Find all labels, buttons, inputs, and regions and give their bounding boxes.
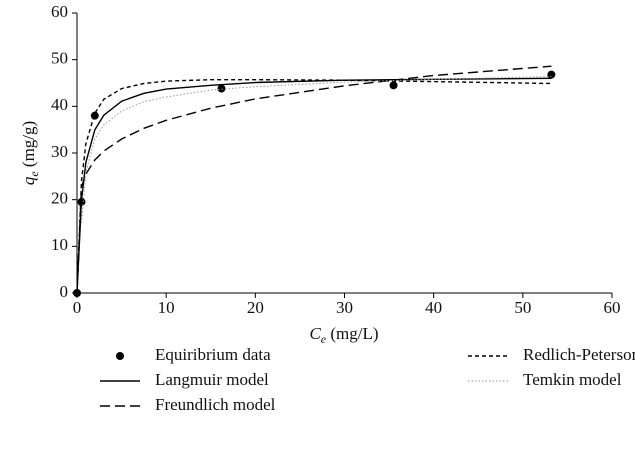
- data-point: [217, 84, 226, 93]
- curve: [81, 76, 552, 224]
- x-tick-label: 0: [73, 298, 82, 317]
- x-tick-label: 30: [336, 298, 353, 317]
- x-tick-label: 60: [604, 298, 621, 317]
- y-tick-label: 30: [51, 142, 68, 161]
- y-tick-label: 50: [51, 49, 68, 68]
- legend-label: Temkin model: [523, 370, 622, 389]
- y-label-symbol: q: [19, 176, 38, 185]
- x-label-symbol: C: [309, 324, 321, 343]
- x-tick-label: 20: [247, 298, 264, 317]
- legend-label: Langmuir model: [155, 370, 269, 389]
- legend-label: Redlich-Peterson model: [523, 345, 635, 364]
- legend-label: Freundlich model: [155, 395, 276, 414]
- data-point: [389, 81, 398, 90]
- y-tick-label: 10: [51, 235, 68, 254]
- y-tick-label: 60: [51, 2, 68, 21]
- x-axis-label: Ce (mg/L): [309, 324, 378, 346]
- y-tick-label: 40: [51, 95, 68, 114]
- x-tick-label: 40: [425, 298, 442, 317]
- y-label-unit: (mg/g): [19, 121, 38, 172]
- x-label-subscript: e: [321, 332, 327, 346]
- curve: [76, 79, 552, 294]
- data-point: [547, 70, 556, 79]
- y-tick-label: 20: [51, 189, 68, 208]
- y-axis-label: qe (mg/g): [19, 121, 41, 185]
- legend-marker: [116, 352, 124, 360]
- y-label-subscript: e: [27, 171, 41, 177]
- legend-label: Equiribrium data: [155, 345, 271, 364]
- curve: [76, 77, 552, 294]
- x-tick-label: 50: [514, 298, 531, 317]
- x-label-unit: (mg/L): [326, 324, 378, 343]
- y-tick-label: 0: [60, 282, 69, 301]
- curve: [76, 65, 552, 294]
- x-tick-label: 10: [158, 298, 175, 317]
- data-point: [90, 111, 99, 120]
